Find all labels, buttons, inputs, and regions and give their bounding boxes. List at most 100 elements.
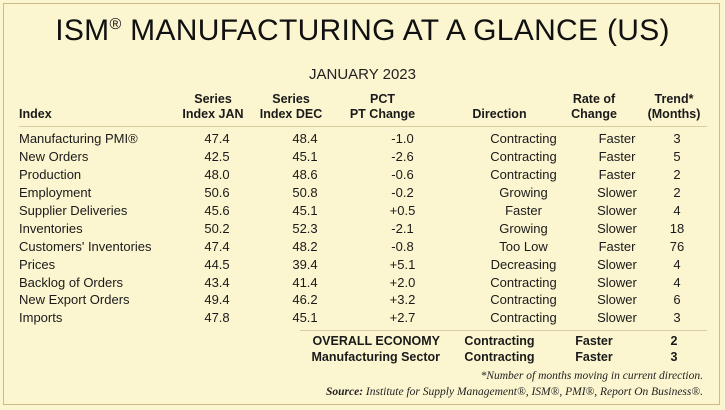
pct-change-cell: +0.5	[389, 203, 416, 218]
table-row: Backlog of Orders 43.4 41.4 +2.0 Contracting…	[19, 273, 707, 291]
index-cell: Customers' Inventories	[19, 238, 152, 254]
rate-cell: Slower	[597, 310, 637, 326]
trend-cell: 5	[673, 149, 681, 165]
rate-cell: Slower	[597, 274, 637, 290]
series-jan-cell: 47.8	[204, 310, 230, 326]
pct-change-cell: -2.6	[391, 149, 414, 165]
header-series-dec: Series Index DEC	[259, 92, 323, 121]
index-cell: Backlog of Orders	[19, 274, 124, 290]
table-row: Customers' Inventories 47.4 48.2 -0.8 Too Lo…	[19, 237, 707, 255]
series-dec-cell: 50.8	[292, 185, 318, 201]
trend-cell: 18	[669, 220, 685, 236]
direction-cell: Too Low	[499, 238, 548, 254]
summary-trend: 3	[670, 350, 678, 364]
summary-divider	[300, 330, 707, 331]
direction-cell: Decreasing	[490, 256, 557, 272]
pct-change-cell: -0.8	[391, 238, 414, 254]
series-dec-cell: 45.1	[292, 310, 318, 326]
pct-change-cell: -1.0	[391, 131, 414, 147]
pct-change-cell: -0.6	[391, 167, 414, 183]
header-rate-of-change: Rate of Change	[571, 92, 617, 121]
series-jan-cell: 43.4	[204, 274, 230, 290]
rate-cell: Slower	[597, 292, 637, 308]
index-table: Manufacturing PMI® 47.4 48.4 -1.0 Contractin…	[19, 130, 707, 327]
index-cell: New Orders	[19, 149, 89, 165]
summary-rate: Faster	[575, 334, 613, 348]
header-series-jan: Series Index JAN	[182, 92, 244, 121]
series-dec-cell: 48.4	[292, 131, 318, 147]
table-row: Production 48.0 48.6 -0.6 Contracting Faster 2	[19, 166, 707, 184]
trend-cell: 2	[673, 185, 681, 201]
series-dec-cell: 39.4	[292, 256, 318, 272]
rate-cell: Slower	[597, 256, 637, 272]
series-jan-cell: 50.2	[204, 220, 230, 236]
index-cell: Prices	[19, 256, 56, 272]
summary-label: OVERALL ECONOMY	[312, 334, 440, 348]
index-cell: Inventories	[19, 220, 83, 236]
pct-change-cell: +5.1	[389, 256, 416, 272]
table-row: Supplier Deliveries 45.6 45.1 +0.5 Faster Slo…	[19, 202, 707, 220]
series-jan-cell: 44.5	[204, 256, 230, 272]
series-jan-cell: 45.6	[204, 203, 230, 218]
header-index: Index	[19, 107, 52, 121]
index-cell: Employment	[19, 185, 92, 201]
table-row: Prices 44.5 39.4 +5.1 Decreasing Slower 4	[19, 255, 707, 273]
table-row: Manufacturing PMI® 47.4 48.4 -1.0 Contractin…	[19, 130, 707, 148]
summary-label: Manufacturing Sector	[311, 350, 441, 364]
trend-cell: 3	[673, 310, 681, 326]
series-dec-cell: 45.1	[292, 203, 318, 218]
series-dec-cell: 46.2	[292, 292, 318, 308]
table-row: Employment 50.6 50.8 -0.2 Growing Slower 2	[19, 184, 707, 202]
series-dec-cell: 52.3	[292, 220, 318, 236]
trend-cell: 4	[673, 203, 681, 218]
index-cell: Supplier Deliveries	[19, 203, 128, 218]
summary-direction: Contracting	[464, 350, 535, 364]
rate-cell: Slower	[597, 185, 637, 201]
pct-change-cell: -2.1	[391, 220, 414, 236]
series-jan-cell: 47.4	[204, 238, 230, 254]
index-cell: Imports	[19, 310, 63, 326]
pct-change-cell: +2.7	[389, 310, 416, 326]
rate-cell: Faster	[598, 131, 636, 147]
trend-cell: 6	[673, 292, 681, 308]
header-pct-change: PCT PT Change	[349, 92, 416, 121]
summary-trend: 2	[670, 334, 678, 348]
direction-cell: Contracting	[490, 274, 557, 290]
table-row: Inventories 50.2 52.3 -2.1 Growing Slower 18	[19, 219, 707, 237]
trend-cell: 4	[673, 274, 681, 290]
direction-cell: Growing	[499, 220, 548, 236]
series-jan-cell: 47.4	[204, 131, 230, 147]
index-cell: Production	[19, 167, 82, 183]
pct-change-cell: +2.0	[389, 274, 416, 290]
header-direction: Direction	[472, 107, 527, 121]
index-cell: New Export Orders	[19, 292, 130, 308]
direction-cell: Contracting	[490, 292, 557, 308]
series-jan-cell: 49.4	[204, 292, 230, 308]
table-row: New Export Orders 49.4 46.2 +3.2 Contracting…	[19, 291, 707, 309]
pct-change-cell: -0.2	[391, 185, 414, 201]
footnote: *Number of months moving in current dire…	[480, 370, 703, 382]
trend-cell: 76	[669, 238, 685, 254]
pct-change-cell: +3.2	[389, 292, 416, 308]
direction-cell: Contracting	[490, 131, 557, 147]
series-dec-cell: 45.1	[292, 149, 318, 165]
rate-cell: Faster	[598, 238, 636, 254]
page-frame	[3, 3, 720, 405]
header-divider	[19, 126, 707, 127]
series-jan-cell: 42.5	[204, 149, 230, 165]
direction-cell: Contracting	[490, 167, 557, 183]
series-dec-cell: 41.4	[292, 274, 318, 290]
summary-rate: Faster	[575, 350, 613, 364]
trend-cell: 3	[673, 131, 681, 147]
series-jan-cell: 50.6	[204, 185, 230, 201]
table-row: Imports 47.8 45.1 +2.7 Contracting Slower 3	[19, 309, 707, 327]
rate-cell: Faster	[598, 167, 636, 183]
index-cell: Manufacturing PMI®	[19, 131, 138, 147]
series-dec-cell: 48.6	[292, 167, 318, 183]
summary-direction: Contracting	[464, 334, 535, 348]
series-dec-cell: 48.2	[292, 238, 318, 254]
source-line: Source: Institute for Supply Management®…	[325, 386, 703, 398]
direction-cell: Contracting	[490, 149, 557, 165]
rate-cell: Slower	[597, 220, 637, 236]
rate-cell: Faster	[598, 149, 636, 165]
